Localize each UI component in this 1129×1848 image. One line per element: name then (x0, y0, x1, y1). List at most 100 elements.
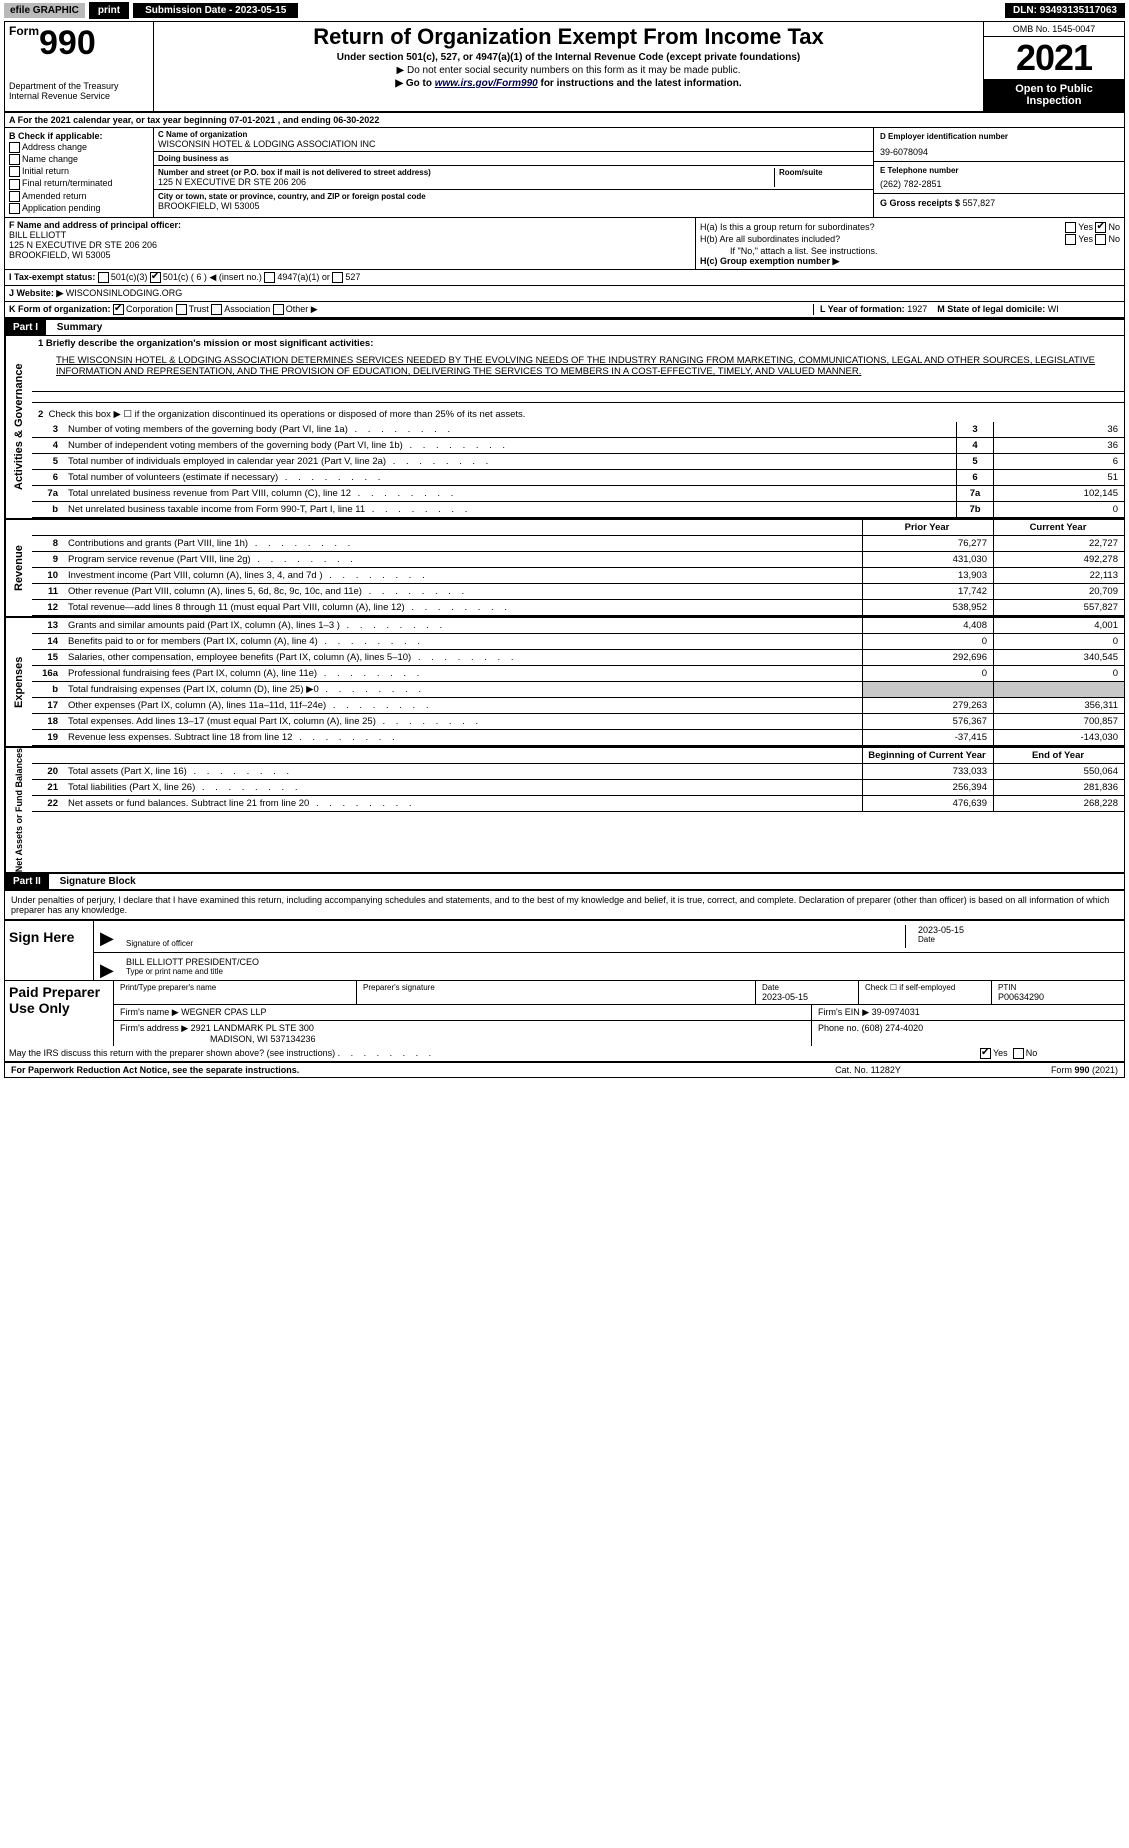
sig-label: Signature of officer (126, 939, 899, 948)
col-b: B Check if applicable: Address change Na… (5, 128, 154, 217)
dept-2: Internal Revenue Service (9, 91, 149, 101)
efile-badge: efile GRAPHIC (4, 3, 85, 18)
part-ii-title: Signature Block (52, 876, 136, 887)
part-i-netassets: Net Assets or Fund Balances Beginning of… (5, 746, 1124, 872)
hc-label: H(c) Group exemption number ▶ (700, 256, 1120, 267)
col-d-e-g: D Employer identification number 39-6078… (873, 128, 1124, 217)
d-label: D Employer identification number (880, 132, 1118, 141)
firm-ein: 39-0974031 (872, 1007, 920, 1017)
chk-other[interactable] (273, 304, 284, 315)
addr-label: Firm's address ▶ (120, 1023, 188, 1033)
ein-label: Firm's EIN ▶ (818, 1007, 869, 1017)
subtitle-2: ▶ Do not enter social security numbers o… (160, 65, 977, 76)
table-row: 19Revenue less expenses. Subtract line 1… (32, 730, 1124, 746)
submission-date: Submission Date - 2023-05-15 (133, 3, 298, 18)
hb-yes[interactable] (1065, 234, 1076, 245)
declaration: Under penalties of perjury, I declare th… (5, 890, 1124, 919)
city-value: BROOKFIELD, WI 53005 (158, 201, 432, 211)
chk-trust[interactable] (176, 304, 187, 315)
print-button[interactable]: print (89, 2, 129, 19)
ein: 39-6078094 (880, 147, 1118, 157)
hb-no[interactable] (1095, 234, 1106, 245)
footer-mid: Cat. No. 11282Y (778, 1065, 958, 1075)
discuss-q: May the IRS discuss this return with the… (9, 1048, 335, 1058)
street-label: Number and street (or P.O. box if mail i… (158, 168, 768, 177)
sig-date: 2023-05-15 (918, 925, 1118, 935)
discuss-yes[interactable] (980, 1048, 991, 1059)
table-row: 10Investment income (Part VIII, column (… (32, 568, 1124, 584)
org-name: WISCONSIN HOTEL & LODGING ASSOCIATION IN… (158, 139, 376, 149)
discuss-no[interactable] (1013, 1048, 1024, 1059)
officer-addr2: BROOKFIELD, WI 53005 (9, 250, 691, 260)
table-row: 7aTotal unrelated business revenue from … (32, 486, 1124, 502)
dba-label: Doing business as (158, 154, 229, 163)
b-title: B Check if applicable: (9, 131, 149, 141)
instructions-link[interactable]: www.irs.gov/Form990 (435, 78, 538, 89)
header-right: OMB No. 1545-0047 2021 Open to Public In… (983, 22, 1124, 111)
chk-amended[interactable] (9, 191, 20, 202)
side-netassets: Net Assets or Fund Balances (5, 748, 32, 872)
preparer-block: Paid Preparer Use Only Print/Type prepar… (5, 980, 1124, 1046)
prep-h2: Preparer's signature (363, 983, 749, 992)
chk-assoc[interactable] (211, 304, 222, 315)
eoy-hdr: End of Year (994, 748, 1125, 764)
activities-table: 3Number of voting members of the governi… (32, 422, 1124, 518)
prior-year-hdr: Prior Year (863, 520, 994, 536)
chk-527[interactable] (332, 272, 343, 283)
boy-hdr: Beginning of Current Year (863, 748, 994, 764)
chk-address[interactable] (9, 142, 20, 153)
city-label: City or town, state or province, country… (158, 192, 426, 201)
firm-name: WEGNER CPAS LLP (181, 1007, 266, 1017)
part-i-title: Summary (49, 322, 103, 333)
row-i: I Tax-exempt status: 501(c)(3) 501(c) ( … (5, 270, 1124, 286)
line2: Check this box ▶ ☐ if the organization d… (49, 409, 526, 420)
netassets-table: Beginning of Current Year End of Year 20… (32, 748, 1124, 812)
row-j: J Website: ▶ WISCONSINLODGING.ORG (5, 286, 1124, 302)
sig-date-label: Date (918, 935, 1118, 944)
street-value: 125 N EXECUTIVE DR STE 206 206 (158, 177, 774, 187)
chk-501c3[interactable] (98, 272, 109, 283)
chk-corp[interactable] (113, 304, 124, 315)
chk-initial[interactable] (9, 166, 20, 177)
mission: THE WISCONSIN HOTEL & LODGING ASSOCIATIO… (32, 351, 1124, 381)
part-i-header: Part I Summary (5, 318, 1124, 336)
arrow-icon: ▶ (100, 925, 114, 948)
table-row: bNet unrelated business taxable income f… (32, 502, 1124, 518)
subtitle-3: ▶ Go to www.irs.gov/Form990 for instruct… (160, 78, 977, 89)
table-row: 14Benefits paid to or for members (Part … (32, 634, 1124, 650)
ha-yes[interactable] (1065, 222, 1076, 233)
firm-phone: (608) 274-4020 (862, 1023, 924, 1033)
topbar: efile GRAPHIC print Submission Date - 20… (0, 0, 1129, 21)
row-a: A For the 2021 calendar year, or tax yea… (5, 113, 1124, 128)
chk-4947[interactable] (264, 272, 275, 283)
table-row: 16aProfessional fundraising fees (Part I… (32, 666, 1124, 682)
table-row: 9Program service revenue (Part VIII, lin… (32, 552, 1124, 568)
header-mid: Return of Organization Exempt From Incom… (154, 22, 983, 111)
f-label: F Name and address of principal officer: (9, 220, 691, 230)
row-k: K Form of organization: Corporation Trus… (5, 302, 1124, 318)
discuss-row: May the IRS discuss this return with the… (5, 1046, 1124, 1062)
phone: (262) 782-2851 (880, 179, 1118, 189)
col-h: H(a) Is this a group return for subordin… (695, 218, 1124, 269)
chk-pending[interactable] (9, 203, 20, 214)
prep-h1: Print/Type preparer's name (120, 983, 350, 992)
table-row: 21Total liabilities (Part X, line 26)256… (32, 780, 1124, 796)
tax-year: 2021 (984, 37, 1124, 79)
table-row: 18Total expenses. Add lines 13–17 (must … (32, 714, 1124, 730)
footer-left: For Paperwork Reduction Act Notice, see … (11, 1065, 778, 1075)
side-activities: Activities & Governance (5, 336, 32, 518)
state-domicile: WI (1048, 304, 1059, 314)
ha-no[interactable] (1095, 222, 1106, 233)
table-row: 20Total assets (Part X, line 16)733,0335… (32, 764, 1124, 780)
table-row: 22Net assets or fund balances. Subtract … (32, 796, 1124, 812)
chk-501c[interactable] (150, 272, 161, 283)
omb: OMB No. 1545-0047 (984, 22, 1124, 37)
c-name-label: C Name of organization (158, 130, 370, 139)
table-row: 5Total number of individuals employed in… (32, 454, 1124, 470)
chk-name[interactable] (9, 154, 20, 165)
sign-block: Sign Here ▶ Signature of officer 2023-05… (5, 919, 1124, 980)
part-ii-header: Part II Signature Block (5, 872, 1124, 890)
side-revenue: Revenue (5, 520, 32, 616)
chk-final[interactable] (9, 179, 20, 190)
e-label: E Telephone number (880, 166, 1118, 175)
